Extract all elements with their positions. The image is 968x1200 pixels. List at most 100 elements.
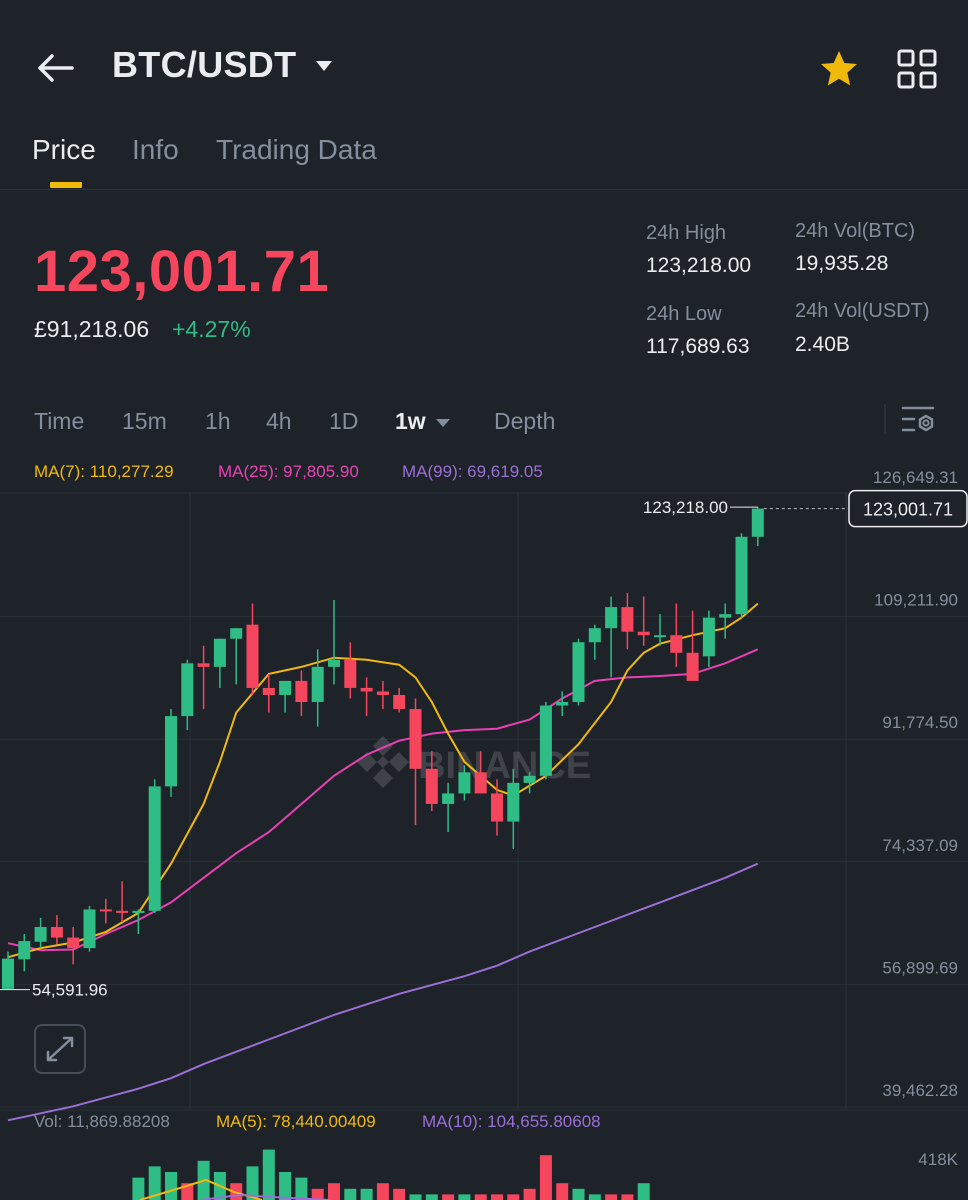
interval-1w[interactable]: 1w bbox=[395, 408, 426, 434]
watermark-text: BINANCE bbox=[418, 745, 591, 787]
candle bbox=[34, 917, 47, 949]
candle-body bbox=[507, 782, 520, 822]
y-axis-tick-label: 109,211.90 bbox=[874, 591, 958, 610]
candle-body bbox=[491, 793, 503, 822]
vol-btc-value: 19,935.28 bbox=[795, 252, 889, 275]
candle bbox=[246, 603, 259, 695]
volume-bar bbox=[605, 1194, 618, 1200]
volume-bar bbox=[262, 1149, 275, 1200]
volume-bar bbox=[474, 1194, 487, 1200]
star-icon[interactable] bbox=[818, 48, 860, 90]
candle bbox=[458, 765, 471, 801]
last-price: 123,001.71 bbox=[34, 239, 330, 304]
vol-usdt-value: 2.40B bbox=[795, 333, 850, 356]
back-arrow-icon[interactable] bbox=[34, 48, 76, 88]
candle-body bbox=[262, 687, 275, 695]
candle-body bbox=[686, 652, 699, 681]
candle-body bbox=[230, 628, 243, 639]
volume-bar bbox=[442, 1194, 455, 1200]
candle bbox=[654, 614, 666, 646]
candle-body bbox=[50, 926, 63, 938]
ma99-readout: MA(99): 69,619.05 bbox=[402, 462, 543, 481]
volume-bar bbox=[523, 1188, 536, 1200]
candle bbox=[719, 603, 732, 639]
candle bbox=[360, 677, 373, 717]
candle bbox=[99, 898, 112, 924]
candle bbox=[670, 603, 683, 667]
y-axis-tick-label: 91,774.50 bbox=[882, 713, 958, 732]
volume-axis-label: 418K bbox=[918, 1150, 958, 1169]
candle bbox=[686, 610, 699, 681]
candle bbox=[751, 507, 764, 546]
candle bbox=[50, 915, 63, 945]
candle-body bbox=[523, 775, 536, 783]
interval-15m[interactable]: 15m bbox=[122, 408, 167, 434]
interval-depth[interactable]: Depth bbox=[494, 408, 556, 434]
volume-bar bbox=[328, 1183, 340, 1200]
volume-bar bbox=[572, 1188, 585, 1200]
interval-chevron-down-icon[interactable] bbox=[434, 416, 452, 430]
candle bbox=[67, 926, 80, 965]
low-24h-label: 24h Low bbox=[646, 303, 722, 325]
candle-body bbox=[83, 909, 96, 949]
candle bbox=[165, 709, 177, 797]
volume-bar bbox=[539, 1155, 552, 1200]
candle-body bbox=[735, 536, 748, 615]
candle bbox=[148, 779, 161, 913]
candle bbox=[393, 687, 406, 713]
candle-body bbox=[409, 709, 422, 769]
candle-body bbox=[539, 705, 552, 776]
volume-bar bbox=[637, 1183, 650, 1200]
candle bbox=[230, 628, 243, 685]
candle-body bbox=[148, 786, 161, 911]
volume-bar bbox=[279, 1172, 292, 1200]
candle-body bbox=[344, 659, 357, 688]
current-price-tag bbox=[848, 489, 968, 528]
candle-body bbox=[132, 910, 145, 913]
candle-body bbox=[654, 635, 666, 638]
vol-btc-label: 24h Vol(BTC) bbox=[795, 220, 916, 242]
candlestick-chart[interactable]: 126,649.31 109,211.90 91,774.50 74,337.09 56… bbox=[0, 450, 968, 1200]
volume-ma5-readout: MA(5): 78,440.00409 bbox=[216, 1112, 376, 1131]
candle bbox=[132, 909, 145, 935]
candle-body bbox=[279, 680, 292, 695]
candle-body bbox=[458, 772, 471, 794]
candle-body bbox=[116, 910, 129, 913]
interval-1h[interactable]: 1h bbox=[205, 408, 231, 434]
volume-bar bbox=[344, 1188, 357, 1200]
candle-body bbox=[376, 691, 389, 695]
fullscreen-button[interactable] bbox=[34, 1024, 86, 1074]
candle-body bbox=[181, 663, 194, 717]
interval-4h[interactable]: 4h bbox=[266, 408, 292, 434]
high-24h-value: 123,218.00 bbox=[646, 254, 752, 277]
candle-body bbox=[474, 772, 487, 794]
candle bbox=[83, 905, 96, 952]
expand-icon bbox=[46, 1036, 74, 1062]
candle-body bbox=[605, 607, 618, 629]
candle-body bbox=[165, 716, 177, 787]
candle-body bbox=[197, 663, 210, 667]
candle-body bbox=[702, 617, 715, 657]
ma25-line bbox=[7, 648, 759, 952]
volume-bar bbox=[148, 1166, 161, 1200]
tab-info[interactable]: Info bbox=[132, 134, 179, 165]
volume-bar bbox=[376, 1183, 389, 1200]
tab-trading-data[interactable]: Trading Data bbox=[216, 134, 377, 165]
candle bbox=[409, 698, 422, 826]
candle bbox=[556, 691, 569, 717]
grid-icon[interactable] bbox=[896, 48, 938, 90]
trading-pair-title[interactable]: BTC/USDT bbox=[112, 44, 297, 85]
candle bbox=[328, 600, 340, 685]
candle bbox=[311, 649, 324, 727]
chevron-down-icon[interactable] bbox=[314, 58, 334, 74]
vol-usdt-label: 24h Vol(USDT) bbox=[795, 300, 930, 322]
candle bbox=[507, 768, 520, 849]
y-axis-tick-label: 56,899.69 bbox=[882, 958, 958, 977]
interval-time[interactable]: Time bbox=[34, 408, 85, 434]
volume-bar bbox=[458, 1194, 471, 1200]
interval-1d[interactable]: 1D bbox=[329, 408, 359, 434]
chart-settings-icon[interactable] bbox=[898, 400, 938, 438]
y-axis-tick-label: 74,337.09 bbox=[882, 836, 958, 855]
tab-price[interactable]: Price bbox=[32, 134, 96, 165]
candle-body bbox=[393, 694, 406, 710]
